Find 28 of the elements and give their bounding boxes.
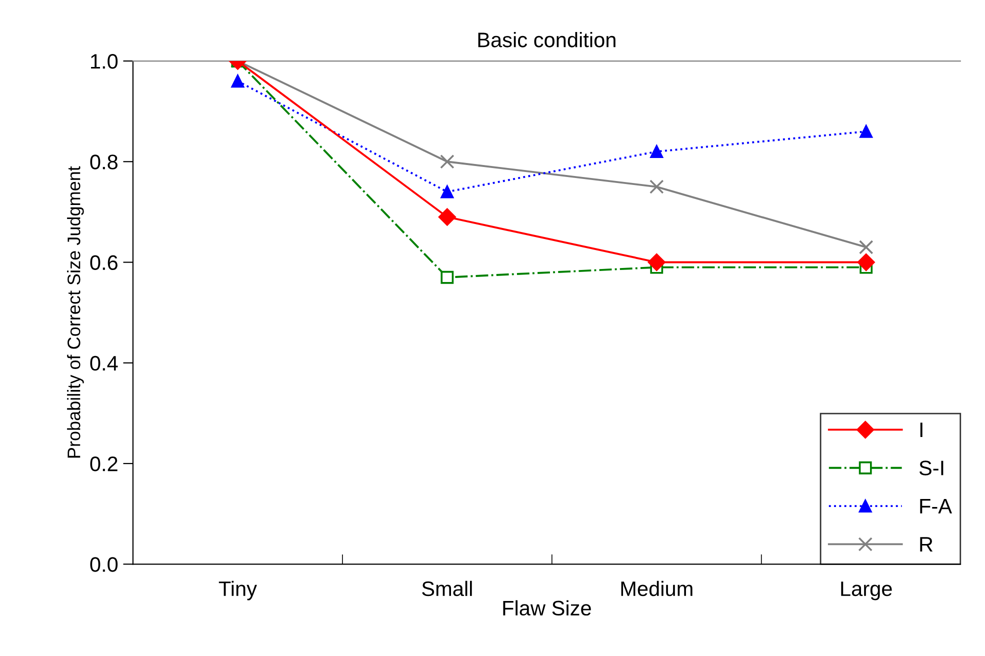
y-tick-label: 0.2 xyxy=(90,456,118,472)
point xyxy=(857,254,875,272)
point xyxy=(440,270,454,284)
x-axis-title: Flaw Size xyxy=(503,600,591,616)
x-tick-label: Tiny xyxy=(218,580,257,600)
point xyxy=(648,254,666,272)
y-tick-label: 0.8 xyxy=(90,154,118,170)
point xyxy=(649,180,664,194)
legend-label: I xyxy=(920,422,922,437)
y-tick-label: 0.6 xyxy=(90,255,118,270)
point xyxy=(858,240,874,254)
point xyxy=(860,124,873,138)
point xyxy=(231,74,244,88)
x-tick-label: Large xyxy=(841,582,892,600)
chart-title: Basic condition xyxy=(478,32,616,48)
y-tick-label: 1.0 xyxy=(91,54,118,69)
x-tick-label: Small xyxy=(422,580,472,596)
point xyxy=(650,145,664,158)
legend-label: S-I xyxy=(919,460,944,476)
point xyxy=(440,154,454,169)
point xyxy=(440,185,454,198)
y-tick-label: 0.4 xyxy=(90,356,118,371)
point xyxy=(438,208,456,226)
legend-label: R xyxy=(920,537,933,552)
y-tick-label: 0.0 xyxy=(90,557,118,572)
legend-label: F-A xyxy=(920,499,952,514)
x-tick-label: Medium xyxy=(621,580,692,596)
y-axis-title: Probability of Correct Size Judgment xyxy=(67,166,84,458)
